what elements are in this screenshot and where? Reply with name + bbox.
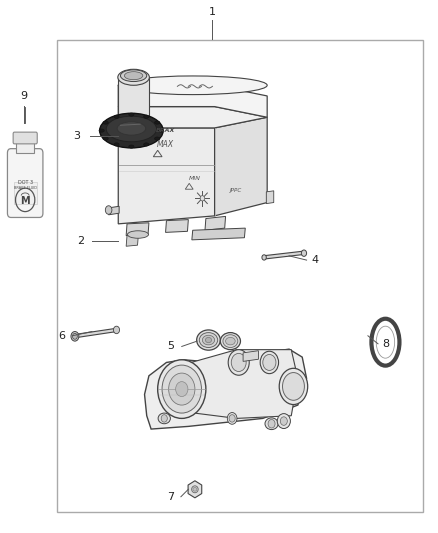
Circle shape — [280, 417, 287, 425]
Polygon shape — [263, 251, 306, 259]
Text: 8: 8 — [382, 339, 389, 349]
Polygon shape — [73, 328, 117, 338]
Text: 6: 6 — [58, 331, 65, 341]
Ellipse shape — [176, 382, 188, 397]
Text: 3: 3 — [73, 131, 80, 141]
Text: 4: 4 — [312, 255, 319, 265]
Polygon shape — [118, 107, 267, 128]
Ellipse shape — [169, 373, 195, 405]
Ellipse shape — [71, 332, 79, 341]
Ellipse shape — [158, 413, 170, 424]
Polygon shape — [266, 191, 274, 204]
Ellipse shape — [279, 368, 308, 405]
Ellipse shape — [158, 360, 206, 418]
Ellipse shape — [106, 116, 157, 142]
Ellipse shape — [103, 137, 108, 140]
Polygon shape — [243, 351, 258, 361]
Circle shape — [268, 419, 275, 428]
Polygon shape — [188, 481, 202, 498]
Ellipse shape — [192, 486, 198, 492]
Ellipse shape — [197, 330, 220, 350]
Text: BRAX: BRAX — [155, 128, 175, 133]
Polygon shape — [109, 206, 119, 215]
Ellipse shape — [193, 487, 197, 491]
Ellipse shape — [226, 337, 235, 345]
Ellipse shape — [105, 206, 112, 214]
Text: 9: 9 — [21, 91, 28, 101]
Ellipse shape — [129, 145, 134, 148]
Polygon shape — [118, 128, 215, 224]
Circle shape — [229, 415, 235, 422]
Ellipse shape — [120, 70, 147, 82]
Ellipse shape — [202, 335, 215, 345]
Ellipse shape — [99, 129, 104, 132]
Polygon shape — [126, 223, 149, 236]
Bar — [16, 142, 34, 153]
Ellipse shape — [205, 337, 212, 343]
Text: 2: 2 — [78, 236, 85, 246]
Polygon shape — [145, 349, 307, 429]
Text: MAX: MAX — [157, 141, 174, 149]
Ellipse shape — [114, 143, 119, 146]
Text: MIN: MIN — [188, 176, 200, 181]
Ellipse shape — [144, 143, 149, 146]
Ellipse shape — [118, 76, 267, 95]
FancyBboxPatch shape — [13, 132, 37, 144]
Bar — [57, 40, 423, 512]
FancyBboxPatch shape — [7, 149, 43, 217]
Ellipse shape — [260, 351, 279, 374]
Circle shape — [161, 415, 167, 422]
Circle shape — [200, 196, 205, 201]
Ellipse shape — [155, 137, 160, 140]
Ellipse shape — [103, 121, 108, 124]
Polygon shape — [192, 228, 245, 240]
Ellipse shape — [155, 121, 160, 124]
Polygon shape — [118, 85, 267, 117]
Text: 1: 1 — [209, 7, 216, 17]
Polygon shape — [182, 350, 298, 418]
Ellipse shape — [227, 413, 237, 424]
Ellipse shape — [118, 69, 149, 85]
Ellipse shape — [129, 113, 134, 116]
Ellipse shape — [73, 334, 78, 340]
Ellipse shape — [277, 414, 290, 429]
Ellipse shape — [262, 255, 266, 260]
Polygon shape — [118, 77, 149, 128]
Ellipse shape — [377, 327, 394, 358]
Ellipse shape — [117, 122, 145, 135]
Ellipse shape — [124, 72, 143, 80]
Ellipse shape — [114, 115, 119, 118]
Ellipse shape — [159, 129, 164, 132]
Ellipse shape — [162, 365, 201, 413]
Text: M: M — [21, 196, 30, 206]
Text: JPPC: JPPC — [230, 188, 242, 193]
Text: BRAKE FLUID: BRAKE FLUID — [14, 185, 37, 190]
Ellipse shape — [113, 326, 120, 334]
Polygon shape — [215, 117, 267, 216]
Ellipse shape — [220, 333, 240, 350]
Ellipse shape — [263, 354, 276, 370]
Ellipse shape — [301, 250, 307, 256]
Bar — [14, 182, 37, 204]
Polygon shape — [166, 220, 188, 232]
Ellipse shape — [100, 114, 163, 148]
Text: 5: 5 — [167, 342, 174, 351]
Text: DOT 3: DOT 3 — [18, 180, 33, 185]
Ellipse shape — [118, 120, 149, 136]
Ellipse shape — [283, 373, 304, 400]
Ellipse shape — [223, 335, 238, 348]
Ellipse shape — [265, 418, 278, 430]
Polygon shape — [205, 216, 226, 230]
Ellipse shape — [199, 333, 218, 348]
Ellipse shape — [127, 231, 148, 238]
Ellipse shape — [231, 353, 246, 372]
Text: 7: 7 — [167, 492, 174, 502]
Ellipse shape — [144, 115, 149, 118]
Polygon shape — [126, 235, 138, 246]
Ellipse shape — [228, 350, 249, 375]
